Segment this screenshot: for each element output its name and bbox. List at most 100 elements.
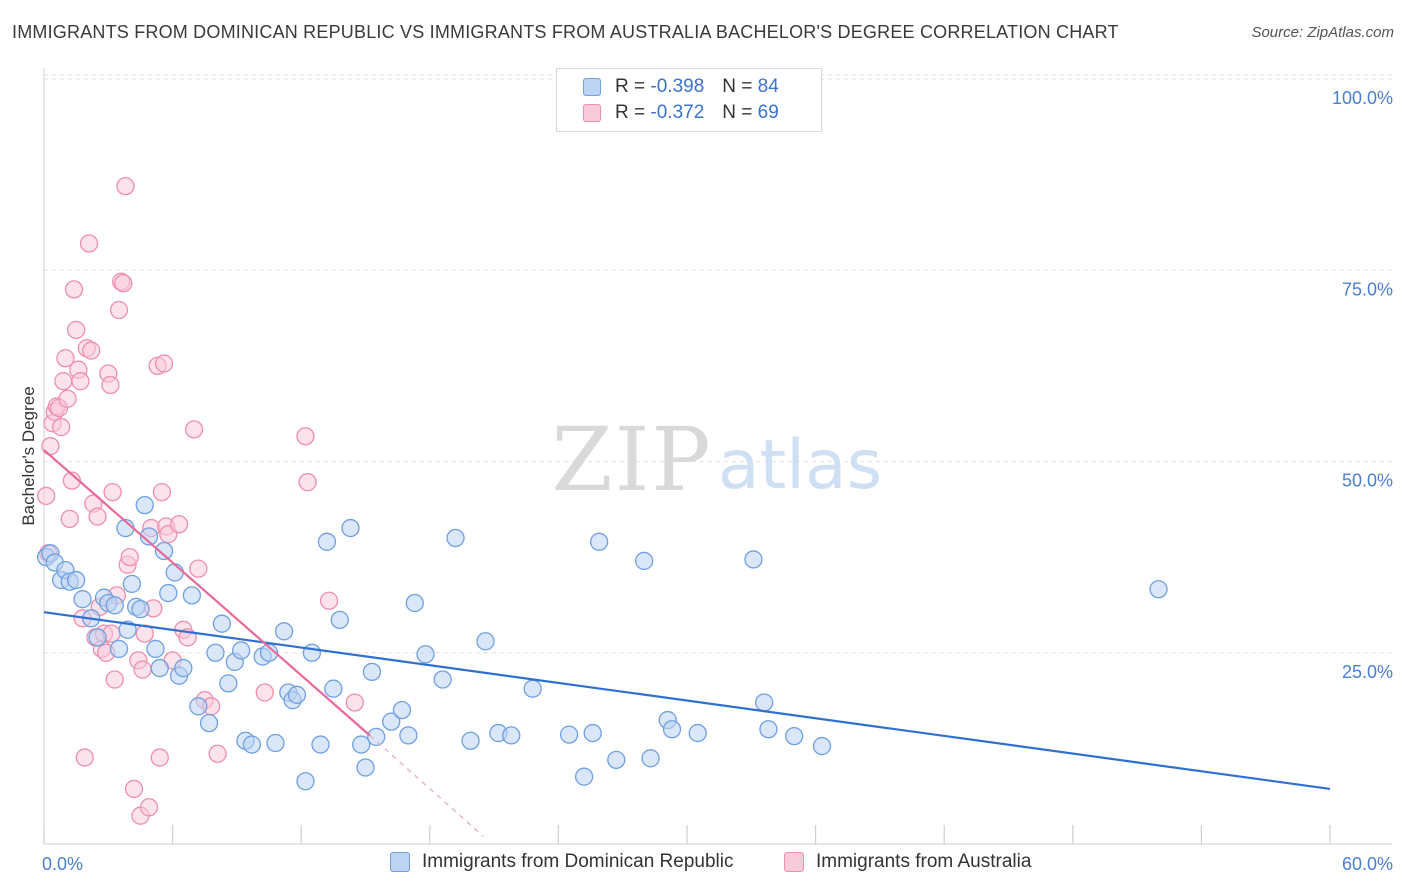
data-point-australia bbox=[139, 798, 159, 817]
data-point-australia bbox=[345, 693, 364, 712]
y-tick-label: 75.0% bbox=[1342, 279, 1393, 299]
data-point-dominican bbox=[182, 586, 202, 605]
data-point-dominican bbox=[433, 670, 452, 689]
data-point-australia bbox=[208, 744, 227, 763]
legend-item-australia: Immigrants from Australia bbox=[784, 851, 1031, 873]
data-point-dominican bbox=[67, 570, 86, 590]
series-dominican-points bbox=[36, 495, 1168, 791]
data-point-australia bbox=[71, 372, 90, 391]
data-point-australia bbox=[51, 417, 71, 437]
data-point-australia bbox=[101, 375, 120, 395]
data-point-dominican bbox=[589, 532, 609, 551]
data-point-dominican bbox=[607, 750, 626, 769]
data-point-dominican bbox=[174, 658, 193, 678]
data-point-dominican bbox=[476, 632, 495, 651]
legend-row-australia: R = -0.372 N = 69 bbox=[583, 100, 779, 126]
data-point-dominican bbox=[73, 590, 92, 609]
data-point-dominican bbox=[274, 622, 294, 641]
trend-line-dominican bbox=[43, 611, 1331, 791]
legend-swatch-pink bbox=[784, 852, 804, 872]
data-point-dominican bbox=[382, 712, 401, 731]
data-point-dominican bbox=[392, 700, 412, 720]
data-point-australia bbox=[36, 486, 56, 506]
trend-line-australia-extension bbox=[369, 734, 484, 837]
legend-r-label: R = bbox=[615, 76, 646, 97]
data-point-australia bbox=[184, 420, 204, 439]
legend-n-label: N = bbox=[722, 76, 753, 97]
data-point-dominican bbox=[688, 723, 707, 743]
data-point-dominican bbox=[212, 614, 232, 633]
data-point-australia bbox=[58, 389, 77, 408]
data-point-australia bbox=[120, 547, 139, 567]
data-point-dominican bbox=[105, 596, 124, 615]
data-point-australia bbox=[319, 591, 339, 610]
legend-n-label: N = bbox=[722, 102, 753, 123]
legend-item-dominican: Immigrants from Dominican Republic bbox=[390, 851, 734, 873]
data-point-dominican bbox=[266, 733, 285, 753]
data-point-australia bbox=[67, 320, 86, 340]
data-point-dominican bbox=[341, 518, 360, 538]
data-point-australia bbox=[255, 683, 274, 702]
data-point-dominican bbox=[416, 645, 435, 664]
data-point-dominican bbox=[139, 527, 159, 546]
data-point-dominican bbox=[812, 736, 832, 756]
data-point-dominican bbox=[785, 726, 804, 746]
data-point-dominican bbox=[759, 720, 778, 739]
data-point-australia bbox=[133, 660, 152, 679]
data-point-dominican bbox=[634, 551, 654, 571]
watermark-zip: ZIP bbox=[551, 408, 712, 511]
data-point-dominican bbox=[109, 639, 129, 659]
data-point-dominican bbox=[131, 599, 150, 619]
watermark-atlas: atlas bbox=[718, 426, 882, 505]
data-point-dominican bbox=[399, 726, 418, 745]
data-point-australia bbox=[56, 349, 75, 368]
data-point-australia bbox=[82, 341, 101, 360]
data-point-dominican bbox=[641, 749, 660, 768]
series-australia-points bbox=[36, 176, 364, 825]
data-point-dominican bbox=[165, 563, 184, 582]
data-point-dominican bbox=[242, 735, 262, 754]
data-point-australia bbox=[60, 509, 79, 529]
chart-title: IMMIGRANTS FROM DOMINICAN REPUBLIC VS IM… bbox=[12, 22, 1119, 42]
data-point-australia bbox=[296, 427, 315, 446]
data-point-dominican bbox=[317, 532, 337, 551]
data-point-dominican bbox=[296, 772, 315, 791]
data-point-australia bbox=[103, 482, 122, 502]
data-point-dominican bbox=[302, 643, 322, 662]
legend-r-label: R = bbox=[615, 102, 646, 123]
data-point-dominican bbox=[287, 685, 307, 704]
legend-n-value: 84 bbox=[757, 76, 779, 97]
x-tick-label: 0.0% bbox=[42, 854, 83, 874]
data-point-dominican bbox=[1149, 580, 1168, 599]
data-point-australia bbox=[64, 280, 84, 299]
data-point-australia bbox=[79, 234, 99, 253]
data-point-dominican bbox=[330, 610, 349, 630]
data-point-dominican bbox=[744, 550, 763, 569]
data-point-dominican bbox=[146, 639, 165, 659]
x-tick-label: 60.0% bbox=[1342, 854, 1393, 874]
data-point-dominican bbox=[150, 658, 169, 678]
data-point-dominican bbox=[755, 693, 774, 712]
data-point-dominican bbox=[446, 528, 465, 548]
data-point-dominican bbox=[662, 720, 682, 739]
data-point-dominican bbox=[199, 713, 219, 733]
data-point-dominican bbox=[356, 758, 375, 777]
legend-series-name: Immigrants from Dominican Republic bbox=[422, 851, 734, 872]
trend-lines bbox=[43, 449, 1331, 837]
data-point-australia bbox=[114, 274, 133, 293]
trend-line-australia bbox=[43, 449, 371, 737]
data-point-dominican bbox=[461, 731, 480, 750]
data-point-australia bbox=[41, 437, 60, 456]
legend-swatch-blue bbox=[390, 852, 410, 872]
data-point-australia bbox=[298, 473, 317, 492]
data-point-dominican bbox=[502, 726, 521, 745]
legend-swatch-blue bbox=[583, 78, 601, 96]
data-point-australia bbox=[124, 779, 144, 799]
data-point-dominican bbox=[88, 628, 107, 647]
data-point-dominican bbox=[219, 674, 238, 693]
data-point-dominican bbox=[122, 574, 142, 594]
data-point-dominican bbox=[523, 679, 542, 698]
data-point-australia bbox=[88, 507, 107, 526]
data-point-australia bbox=[152, 482, 172, 502]
